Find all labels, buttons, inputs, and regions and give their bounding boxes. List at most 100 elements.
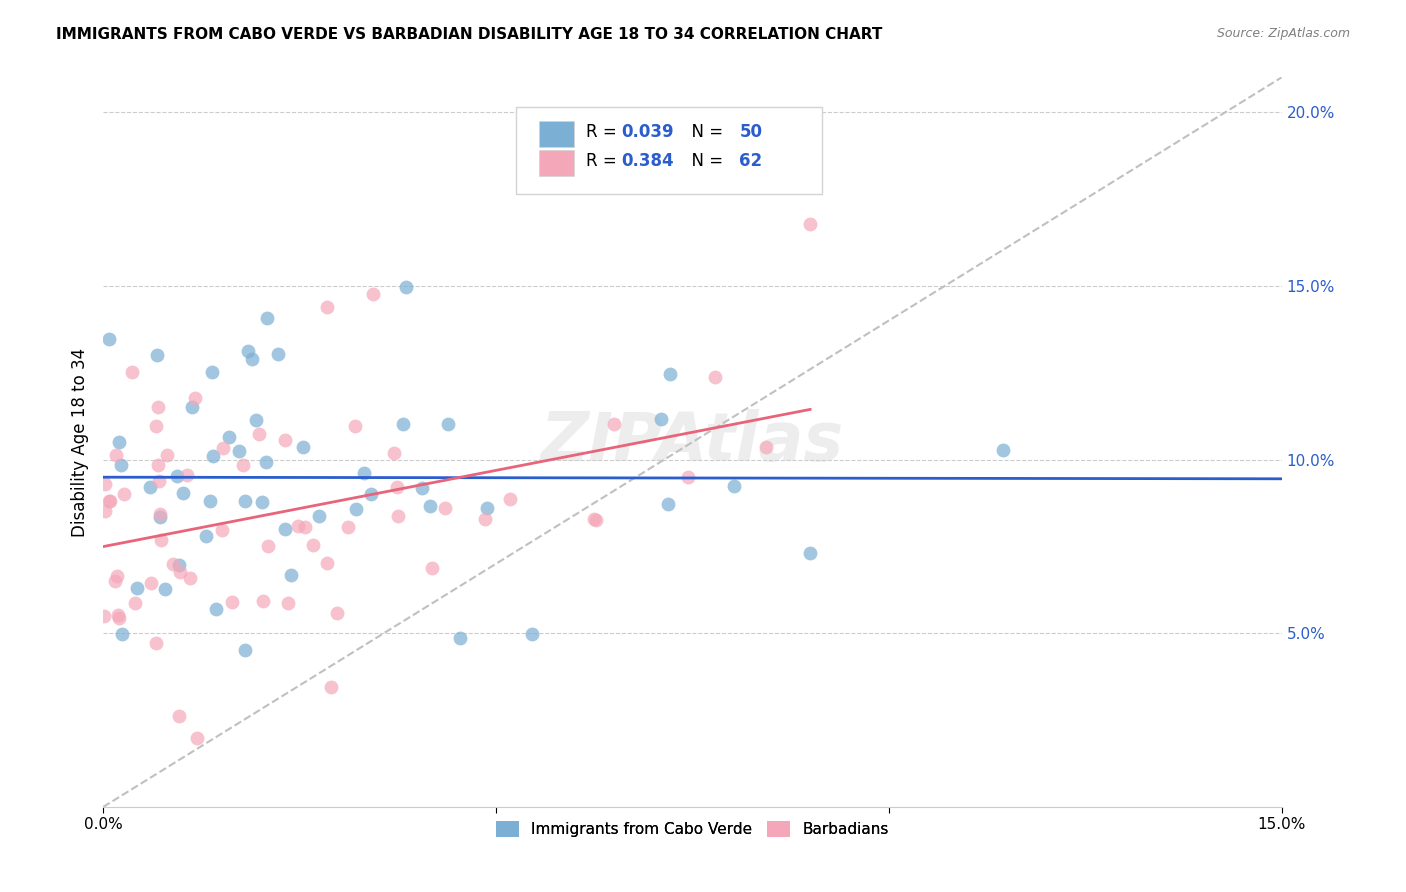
Point <box>121 365 143 379</box>
Point <box>145 636 167 650</box>
Point <box>433 500 456 515</box>
Point <box>176 467 198 482</box>
Point <box>395 279 418 293</box>
Point <box>211 523 233 537</box>
Point <box>236 344 259 359</box>
Point <box>449 631 471 645</box>
Point <box>141 575 163 590</box>
Text: 0.384: 0.384 <box>621 153 675 170</box>
Text: IMMIGRANTS FROM CABO VERDE VS BARBADIAN DISABILITY AGE 18 TO 34 CORRELATION CHAR: IMMIGRANTS FROM CABO VERDE VS BARBADIAN … <box>56 27 883 42</box>
Point <box>437 417 460 432</box>
Text: N =: N = <box>681 153 728 170</box>
Point <box>105 448 128 462</box>
Point <box>391 417 413 431</box>
Point <box>108 435 131 450</box>
Point <box>302 538 325 552</box>
Point <box>104 574 127 588</box>
Point <box>991 442 1014 457</box>
Point <box>98 494 121 508</box>
Y-axis label: Disability Age 18 to 34: Disability Age 18 to 34 <box>72 348 89 537</box>
Point <box>252 594 274 608</box>
Point <box>267 346 290 360</box>
Point <box>344 501 367 516</box>
FancyBboxPatch shape <box>538 151 575 176</box>
Point <box>181 401 204 415</box>
Point <box>167 709 190 723</box>
Text: 50: 50 <box>740 123 762 141</box>
Text: Source: ZipAtlas.com: Source: ZipAtlas.com <box>1216 27 1350 40</box>
Point <box>676 470 699 484</box>
Point <box>277 596 299 610</box>
Text: 0.039: 0.039 <box>621 123 675 141</box>
Legend: Immigrants from Cabo Verde, Barbadians: Immigrants from Cabo Verde, Barbadians <box>489 815 896 843</box>
Point <box>336 519 359 533</box>
Point <box>360 487 382 501</box>
Point <box>105 569 128 583</box>
Point <box>257 539 280 553</box>
Point <box>650 412 672 426</box>
Text: ZIPAtlas: ZIPAtlas <box>541 409 844 475</box>
Point <box>153 582 176 596</box>
Point <box>233 642 256 657</box>
Point <box>387 509 409 524</box>
Point <box>194 529 217 543</box>
Point <box>411 481 433 495</box>
Point <box>145 418 167 433</box>
Point <box>205 602 228 616</box>
Point <box>474 512 496 526</box>
Point <box>166 469 188 483</box>
Point <box>250 495 273 509</box>
Point <box>107 607 129 622</box>
Point <box>240 352 263 367</box>
Point <box>186 731 208 745</box>
Point <box>94 477 117 491</box>
Point <box>325 606 347 620</box>
Point <box>247 427 270 442</box>
Point <box>212 441 235 455</box>
Point <box>274 433 297 447</box>
Point <box>201 449 224 463</box>
Point <box>582 512 605 526</box>
Point <box>172 486 194 500</box>
Point <box>658 368 681 382</box>
Point <box>585 513 607 527</box>
Point <box>256 310 278 325</box>
Point <box>169 565 191 579</box>
Point <box>139 479 162 493</box>
Point <box>294 520 316 534</box>
Point <box>98 332 121 346</box>
Point <box>98 494 121 508</box>
Point <box>755 440 778 454</box>
Point <box>274 522 297 536</box>
Point <box>162 557 184 571</box>
Point <box>657 497 679 511</box>
Point <box>245 413 267 427</box>
Point <box>316 556 339 570</box>
Point <box>228 444 250 458</box>
Point <box>148 400 170 414</box>
FancyBboxPatch shape <box>516 107 823 194</box>
Point <box>280 567 302 582</box>
Point <box>385 479 408 493</box>
Point <box>315 300 337 314</box>
Point <box>319 680 342 694</box>
Point <box>419 499 441 513</box>
Point <box>167 558 190 573</box>
Point <box>201 365 224 379</box>
Text: R =: R = <box>586 123 623 141</box>
Point <box>308 509 330 524</box>
Point <box>287 519 309 533</box>
Point <box>520 627 543 641</box>
Point <box>111 627 134 641</box>
Point <box>148 458 170 472</box>
Point <box>799 217 821 231</box>
Point <box>233 494 256 508</box>
Point <box>107 610 129 624</box>
Point <box>149 510 172 524</box>
Point <box>475 500 498 515</box>
Text: R =: R = <box>586 153 623 170</box>
Point <box>292 440 315 454</box>
Point <box>703 369 725 384</box>
Point <box>94 504 117 518</box>
Point <box>361 286 384 301</box>
